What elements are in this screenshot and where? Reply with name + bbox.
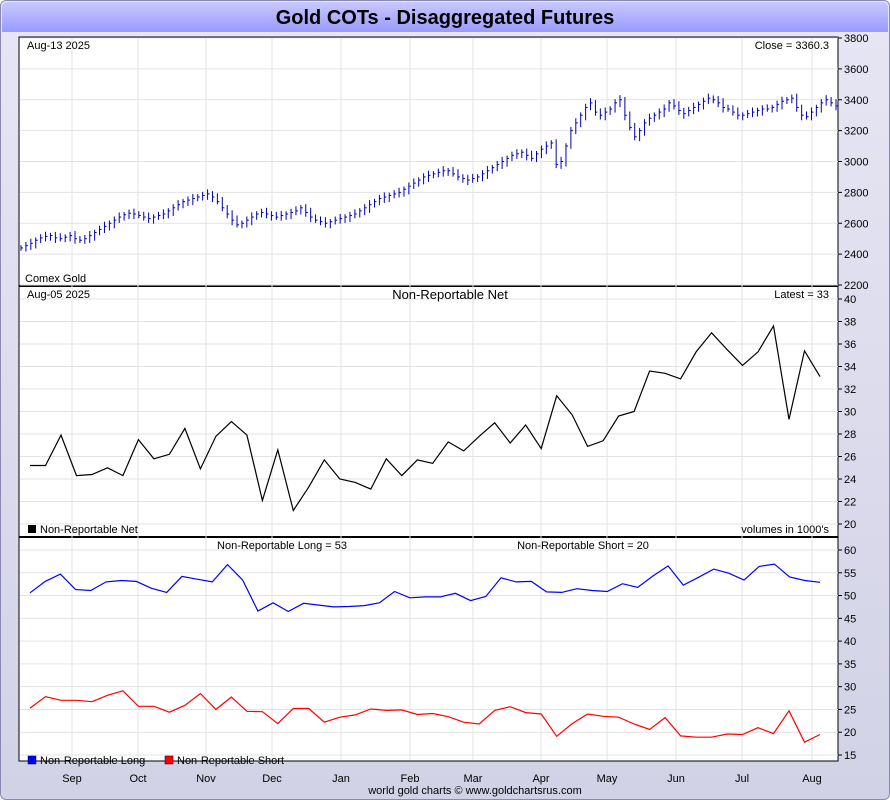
price-y-tick-label: 2600 (844, 218, 868, 230)
net-y-tick-label: 30 (844, 407, 856, 419)
price-y-tick-label: 3200 (844, 126, 868, 138)
net-legend-label: Non-Reportable Net (40, 524, 138, 536)
price-y-tick-label: 3000 (844, 157, 868, 169)
price-date-label: Aug-13 2025 (27, 40, 90, 52)
long-legend-swatch (27, 755, 37, 765)
long-latest-label: Non-Reportable Long = 53 (217, 540, 347, 552)
short-legend-label: Non-Reportable Short (177, 755, 284, 767)
plot-area (18, 36, 839, 762)
net-y-tick-label: 40 (844, 294, 856, 306)
cot-y-tick-label: 55 (844, 568, 856, 580)
net-series-line (30, 324, 821, 512)
x-tick-label: Jan (332, 773, 350, 785)
net-y-tick-label: 32 (844, 384, 856, 396)
price-y-tick-label: 2400 (844, 249, 868, 261)
net-date-label: Aug-05 2025 (27, 289, 90, 301)
net-y-tick-label: 22 (844, 497, 856, 509)
x-tick-label: Jun (667, 773, 685, 785)
x-tick-label: Dec (262, 773, 282, 785)
short-series-line (29, 690, 821, 744)
net-y-tick-label: 24 (844, 474, 856, 486)
cot-y-tick-label: 40 (844, 636, 856, 648)
price-y-tick-label: 2200 (844, 280, 868, 292)
cot-y-tick-label: 35 (844, 659, 856, 671)
cot-y-tick-label: 30 (844, 682, 856, 694)
price-y-tick-label: 2800 (844, 187, 868, 199)
instrument-label: Comex Gold (25, 273, 86, 285)
x-tick-label: Nov (196, 773, 216, 785)
x-tick-label: Aug (802, 773, 822, 785)
long-legend-label: Non-Reportable Long (40, 755, 145, 767)
net-panel-title: Non-Reportable Net (392, 287, 508, 302)
price-y-tick-label: 3800 (844, 33, 868, 45)
net-latest-label: Latest = 33 (774, 289, 829, 301)
net-legend-swatch (28, 525, 36, 533)
net-y-tick-label: 26 (844, 452, 856, 464)
price-close-label: Close = 3360.3 (755, 40, 829, 52)
cot-y-tick-label: 45 (844, 613, 856, 625)
x-tick-label: Jul (735, 773, 749, 785)
net-y-tick-label: 34 (844, 362, 856, 374)
cot-y-tick-label: 50 (844, 591, 856, 603)
x-tick-label: Sep (62, 773, 82, 785)
title-bar: Gold COTs - Disaggregated Futures (2, 2, 888, 32)
cot-y-tick-label: 25 (844, 704, 856, 716)
x-tick-label: Apr (532, 773, 549, 785)
x-tick-label: Oct (129, 773, 146, 785)
short-latest-label: Non-Reportable Short = 20 (517, 540, 649, 552)
chart-title: Gold COTs - Disaggregated Futures (275, 7, 615, 29)
net-y-tick-label: 20 (844, 519, 856, 531)
x-tick-label: May (597, 773, 618, 785)
x-tick-label: Feb (401, 773, 420, 785)
net-y-tick-label: 36 (844, 339, 856, 351)
footer-credit: world gold charts © www.goldchartsrus.co… (367, 785, 582, 797)
price-y-tick-label: 3400 (844, 95, 868, 107)
cot-y-tick-label: 60 (844, 545, 856, 557)
net-y-tick-label: 38 (844, 317, 856, 329)
net-y-tick-label: 28 (844, 429, 856, 441)
long-series-line (29, 563, 821, 613)
price-y-tick-label: 3600 (844, 64, 868, 76)
short-legend-swatch (164, 755, 174, 765)
cot-y-tick-label: 15 (844, 750, 856, 762)
cot-y-tick-label: 20 (844, 727, 856, 739)
x-tick-label: Mar (464, 773, 483, 785)
volumes-note: volumes in 1000's (741, 524, 829, 536)
